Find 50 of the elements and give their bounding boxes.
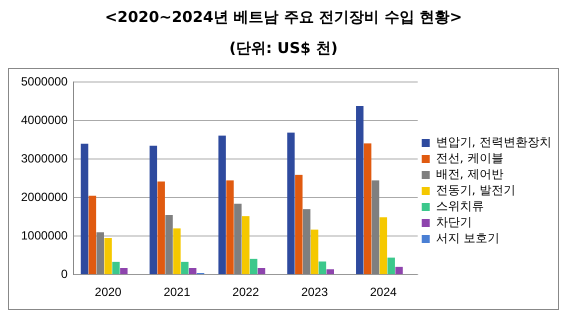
legend-label: 전동기, 발전기 xyxy=(436,183,516,198)
bar xyxy=(188,268,196,274)
bar xyxy=(310,230,318,274)
bar xyxy=(120,268,128,274)
legend-label: 서지 보호기 xyxy=(436,231,500,246)
x-tick-label: 2023 xyxy=(301,285,328,300)
legend-label: 스위치류 xyxy=(436,199,484,214)
x-tick-label: 2021 xyxy=(164,285,191,300)
bar xyxy=(96,232,104,274)
bar xyxy=(372,180,380,274)
bar xyxy=(364,143,372,274)
y-tick-label: 2000000 xyxy=(21,190,68,204)
legend-label: 전선, 케이블 xyxy=(436,151,504,166)
bar xyxy=(88,196,96,274)
x-tick-label: 2024 xyxy=(370,285,398,300)
bar xyxy=(387,258,395,274)
bar xyxy=(356,106,364,274)
x-tick-label: 2022 xyxy=(232,285,260,300)
bar xyxy=(165,214,173,274)
y-tick-label: 0 xyxy=(61,266,68,281)
bar xyxy=(302,209,310,274)
bar xyxy=(112,262,120,274)
bar xyxy=(80,144,88,274)
bar xyxy=(242,216,250,274)
legend-label: 차단기 xyxy=(436,215,472,230)
y-tick-label: 5000000 xyxy=(21,74,68,89)
bar xyxy=(318,262,326,274)
y-tick-label: 4000000 xyxy=(21,112,68,127)
bar xyxy=(287,132,295,274)
chart-subtitle: (단위: US$ 천) xyxy=(228,39,339,58)
y-tick-label: 1000000 xyxy=(21,228,68,242)
bar xyxy=(234,204,242,274)
bar xyxy=(258,268,266,274)
bar xyxy=(181,262,189,274)
legend-label: 배전, 제어반 xyxy=(436,167,504,182)
bar xyxy=(218,136,226,274)
bar xyxy=(150,146,158,274)
bar xyxy=(295,174,303,274)
chart-title: <2020~2024년 베트남 주요 전기장비 수입 현황> xyxy=(104,8,464,27)
bar xyxy=(326,269,334,274)
bar xyxy=(173,228,181,274)
legend-label: 변압기, 전력변환장치 xyxy=(436,135,552,150)
bar xyxy=(395,266,403,274)
x-tick-label: 2020 xyxy=(94,285,122,300)
bar xyxy=(380,217,388,274)
bar xyxy=(250,258,258,274)
bar xyxy=(226,180,234,274)
bar xyxy=(157,181,165,274)
bar xyxy=(104,238,112,274)
y-tick-label: 3000000 xyxy=(21,151,68,166)
